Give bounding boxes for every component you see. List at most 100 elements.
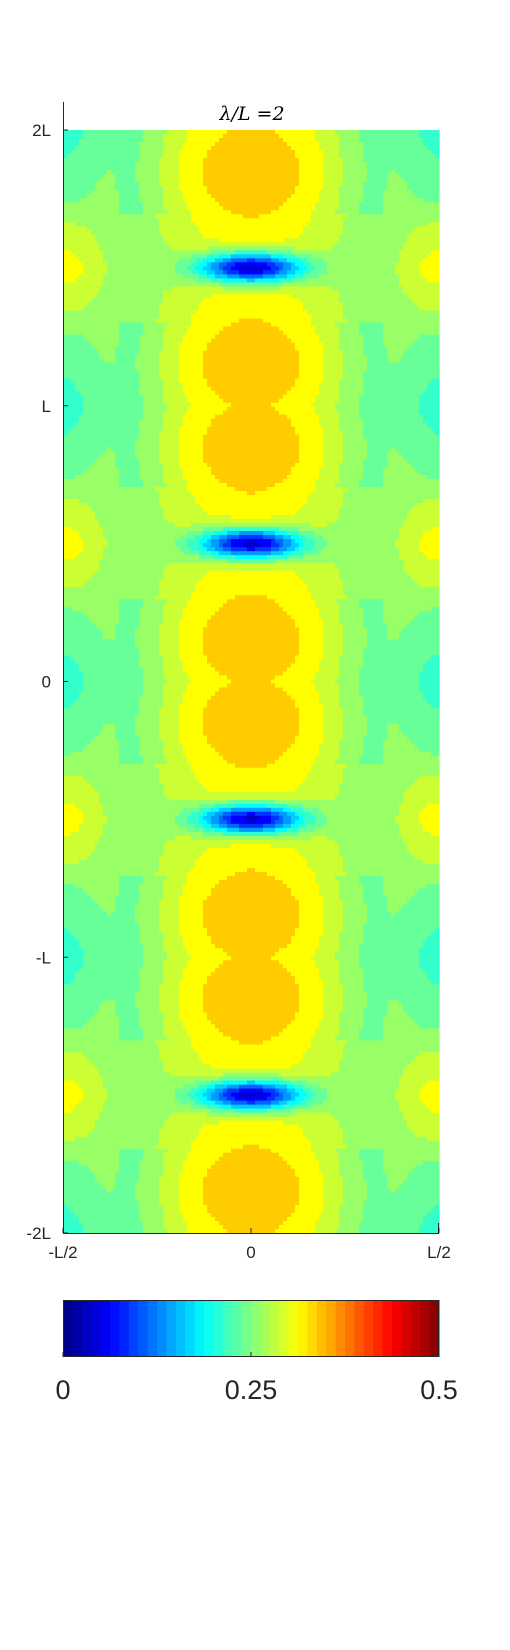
heatmap-cell [327, 254, 332, 259]
heatmap-cell [275, 190, 280, 195]
heatmap-cell [347, 274, 352, 279]
heatmap-cell [147, 254, 152, 259]
heatmap-cell [419, 258, 424, 263]
heatmap-cell [123, 310, 128, 316]
heatmap-cell [203, 306, 208, 312]
heatmap-cell [235, 246, 240, 251]
heatmap-cell [399, 210, 404, 215]
heatmap-cell [63, 230, 68, 235]
heatmap-cell [295, 302, 300, 308]
heatmap-cell [175, 338, 180, 344]
heatmap-cell [119, 202, 124, 207]
heatmap-cell [327, 270, 332, 275]
heatmap-cell [259, 274, 264, 279]
heatmap-cell [391, 170, 396, 175]
heatmap-cell [335, 310, 340, 316]
heatmap-cell [115, 282, 120, 288]
heatmap-cell [83, 218, 88, 223]
heatmap-cell [263, 214, 268, 219]
heatmap-cell [103, 254, 108, 259]
heatmap-cell [199, 322, 204, 328]
heatmap-cell [423, 214, 428, 219]
heatmap-cell [199, 162, 204, 167]
heatmap-cell [223, 338, 228, 344]
heatmap-cell [335, 202, 340, 207]
heatmap-cell [159, 170, 164, 175]
heatmap-cell [83, 278, 88, 284]
heatmap-cell [331, 186, 336, 191]
heatmap-cell [159, 142, 164, 147]
heatmap-cell [427, 246, 432, 251]
heatmap-cell [127, 254, 132, 259]
heatmap-cell [163, 186, 168, 191]
heatmap-cell [427, 182, 432, 187]
heatmap-cell [247, 282, 252, 288]
heatmap-cell [63, 202, 68, 207]
heatmap-cell [75, 246, 80, 251]
heatmap-cell [115, 174, 120, 179]
heatmap-cell [407, 314, 412, 320]
heatmap-cell [231, 222, 236, 227]
heatmap-cell [303, 162, 308, 167]
heatmap-cell [203, 158, 208, 163]
heatmap-cell [219, 218, 224, 223]
heatmap-cell [335, 334, 340, 340]
heatmap-cell [299, 326, 304, 332]
heatmap-cell [119, 166, 124, 171]
heatmap-cell [323, 234, 328, 239]
heatmap-cell [307, 322, 312, 328]
heatmap-cell [295, 262, 300, 267]
heatmap-cell [291, 258, 296, 263]
heatmap-cell [311, 278, 316, 284]
heatmap-cell [271, 290, 276, 296]
heatmap-cell [327, 226, 332, 231]
heatmap-cell [299, 170, 304, 175]
heatmap-cell [423, 154, 428, 159]
heatmap-cell [283, 322, 288, 328]
heatmap-cell [399, 154, 404, 159]
heatmap-cell [351, 170, 356, 175]
heatmap-cell [127, 170, 132, 175]
heatmap-cell [379, 142, 384, 147]
heatmap-cell [399, 166, 404, 171]
heatmap-cell [251, 154, 256, 159]
heatmap-cell [203, 274, 208, 279]
heatmap-cell [267, 202, 272, 207]
heatmap-cell [219, 270, 224, 275]
heatmap-cell [135, 138, 140, 143]
heatmap-cell [371, 158, 376, 163]
heatmap-cell [143, 338, 148, 344]
heatmap-cell [123, 142, 128, 147]
heatmap-cell [227, 174, 232, 179]
heatmap-cell [303, 246, 308, 251]
heatmap-cell [247, 182, 252, 187]
heatmap-cell [87, 330, 92, 336]
heatmap-cell [239, 258, 244, 263]
heatmap-cell [351, 242, 356, 247]
heatmap-cell [275, 318, 280, 324]
heatmap-cell [275, 230, 280, 235]
heatmap-cell [423, 274, 428, 279]
heatmap-cell [115, 170, 120, 175]
heatmap-cell [159, 154, 164, 159]
heatmap-cell [303, 290, 308, 296]
heatmap-cell [67, 174, 72, 179]
heatmap-cell [111, 134, 116, 139]
heatmap-cell [215, 130, 220, 135]
heatmap-cell [427, 138, 432, 143]
heatmap-cell [123, 290, 128, 296]
heatmap-cell [71, 266, 76, 271]
heatmap-cell [203, 286, 208, 292]
heatmap-cell [307, 310, 312, 316]
heatmap-cell [223, 286, 228, 292]
heatmap-cell [63, 182, 68, 187]
heatmap-cell [343, 246, 348, 251]
heatmap-cell [271, 134, 276, 139]
heatmap-cell [363, 210, 368, 215]
heatmap-cell [239, 206, 244, 211]
heatmap-cell [163, 178, 168, 183]
heatmap-cell [95, 170, 100, 175]
heatmap-cell [431, 182, 436, 187]
heatmap-cell [247, 226, 252, 231]
heatmap-cell [115, 334, 120, 340]
